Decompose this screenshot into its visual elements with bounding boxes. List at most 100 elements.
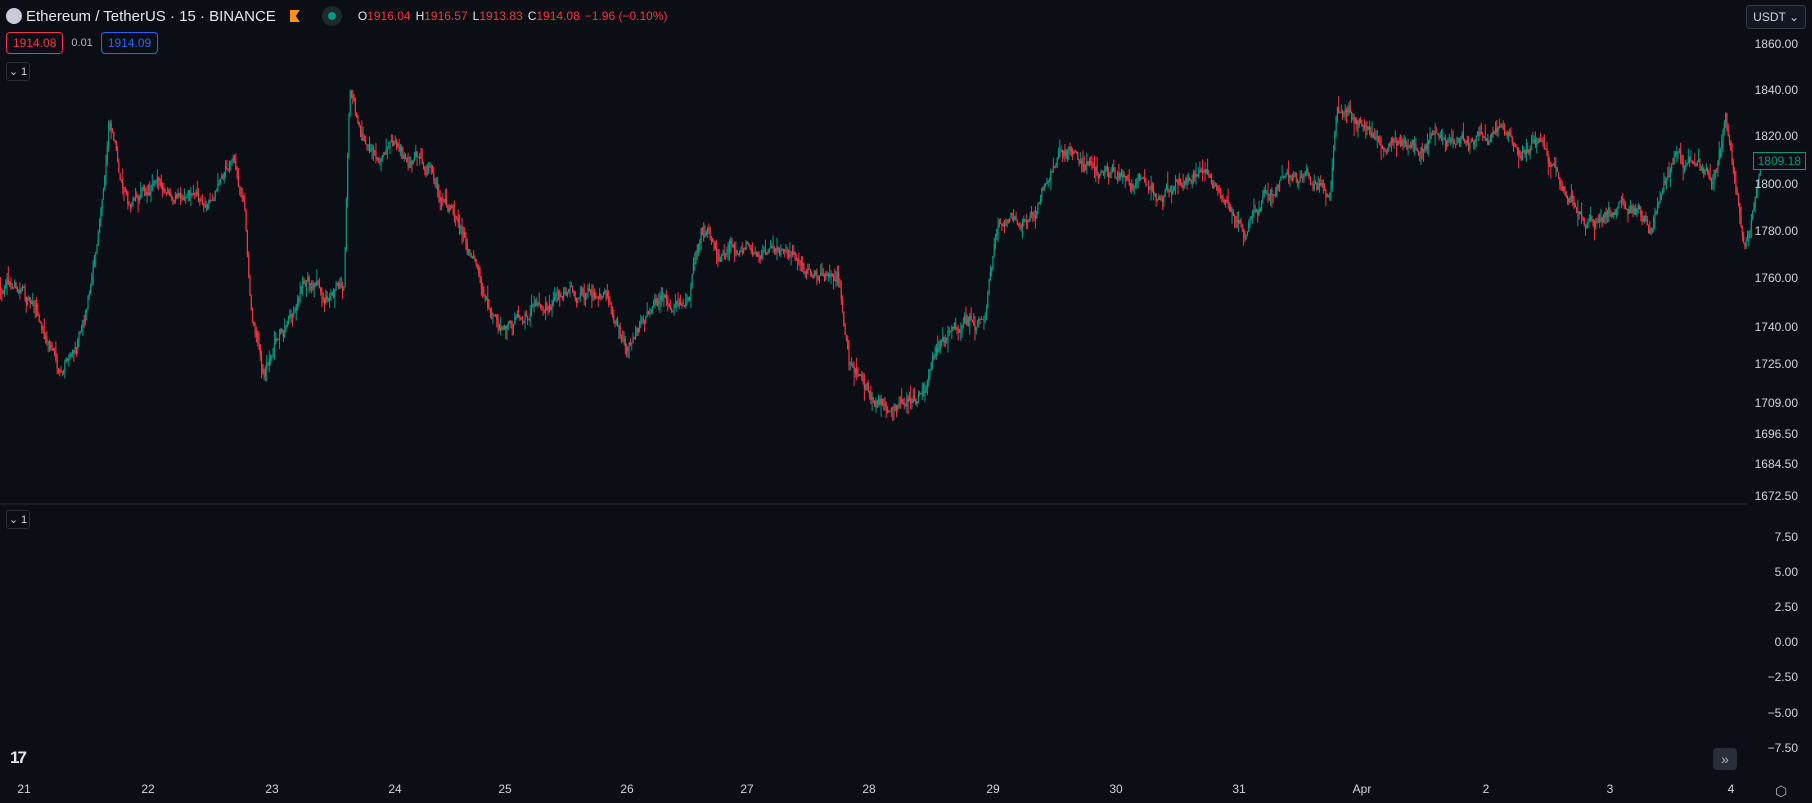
candle [1227,188,1229,209]
candle-body [1581,211,1583,218]
candle [1403,134,1405,148]
candle [1154,192,1156,197]
candle-body [1263,189,1265,197]
candle [1132,183,1134,192]
candle [965,306,967,326]
candle [763,246,765,253]
candle-body [1592,219,1594,226]
candle [1069,142,1071,156]
candle [357,114,359,125]
candle [160,174,162,190]
candle-body [236,170,238,177]
candle-body [584,293,587,300]
candle [277,338,279,341]
candle-body [1449,138,1452,141]
candle-body [728,244,731,251]
candle-body [1225,199,1227,203]
candle-body [736,250,738,254]
candle-body [322,297,324,299]
collapse-pane-button[interactable]: ⌄ 1 [6,510,30,529]
candle [284,318,286,339]
candle-body [303,281,305,284]
candle [356,112,358,118]
candle-body [754,252,756,254]
candle [1668,162,1670,178]
candle [221,173,223,180]
candle-body [1548,161,1551,163]
change-value: −1.96 (−0.10%) [584,9,668,23]
candle-body [416,151,418,158]
candle-body [763,250,765,252]
candle-body [500,327,502,331]
candle [1730,140,1732,152]
candle [1708,170,1710,180]
candle [1691,160,1693,164]
candle-body [168,189,170,193]
settings-icon[interactable]: ⬡ [1775,783,1788,799]
candle [1240,217,1242,228]
candle-body [543,309,545,311]
candle-body [1146,183,1148,185]
candle-body [687,297,689,299]
candle-body [1267,193,1269,195]
candle-body [732,245,734,247]
candle-body [960,330,962,333]
candle-body [989,271,991,280]
candle [1415,138,1417,151]
candle-body [899,403,901,405]
buy-button[interactable]: 1914.09 [100,32,159,54]
candle [492,312,494,325]
candle [956,326,958,335]
candle [86,308,88,321]
candle [419,152,421,166]
candle [149,181,151,197]
candle-body [253,321,255,327]
candle [70,352,72,358]
symbol-title[interactable]: Ethereum / TetherUS · 15 · BINANCE [26,7,276,25]
candle [452,204,454,216]
candle [275,332,277,345]
candle [568,288,570,294]
candle [1627,208,1629,223]
candle-body [1696,162,1698,166]
candle [461,217,463,245]
candle [494,314,497,317]
candle-body [363,138,365,141]
candle-body [455,215,457,217]
sell-button[interactable]: 1914.08 [6,32,64,54]
candle [1485,138,1488,142]
candle [1748,230,1750,247]
candle-body [145,190,147,196]
candle [1368,120,1371,136]
candle-body [336,282,338,284]
scroll-to-realtime-button[interactable]: » [1713,748,1737,770]
candle [1088,157,1090,167]
candle [514,312,516,326]
candle [1462,122,1465,142]
candle [1066,149,1069,163]
candle-body [276,339,278,341]
flag-icon[interactable] [289,10,300,22]
tradingview-logo[interactable]: 17 [10,748,27,767]
candle [1289,174,1291,188]
candle-body [169,192,171,197]
candle [883,398,885,411]
candle-body [1073,151,1075,155]
candle [74,341,76,355]
candle [496,314,498,328]
candle-body [1425,145,1427,149]
candle-body [572,286,574,292]
candle [556,286,558,302]
collapse-indicators-button[interactable]: ⌄ 1 [6,62,30,81]
currency-select[interactable]: USDT ⌄ [1746,5,1806,29]
candle [1453,138,1456,145]
candle-body [37,312,39,317]
candle [723,244,725,260]
candle [9,280,11,288]
market-status-icon[interactable] [321,6,342,26]
candle-body [1597,220,1599,222]
candle-body [1727,126,1729,136]
candle-body [146,191,148,196]
candle-body [996,229,998,236]
